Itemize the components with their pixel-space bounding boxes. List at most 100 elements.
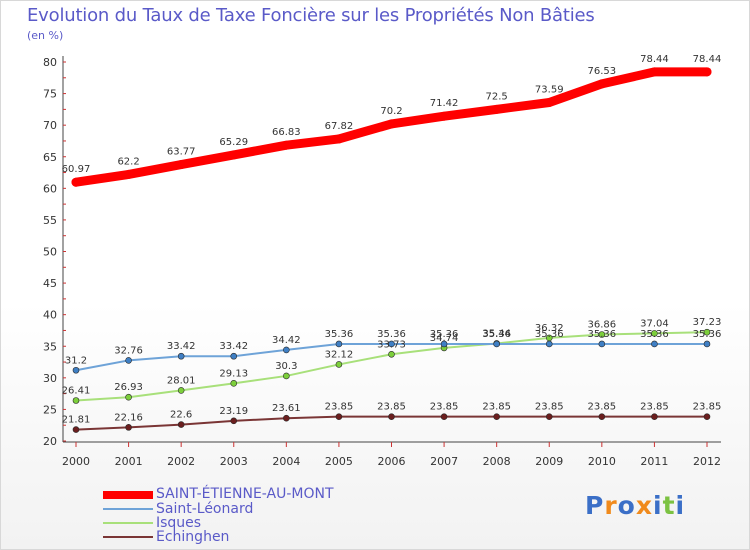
data-point (71, 177, 81, 187)
data-label: 23.85 (535, 402, 564, 413)
data-point (177, 421, 185, 428)
legend-swatch (103, 508, 153, 510)
data-point (124, 169, 134, 179)
logo-letter: x (635, 491, 653, 520)
data-point (597, 79, 607, 89)
chart-title: Evolution du Taux de Taxe Foncière sur l… (27, 5, 595, 26)
x-tick-label: 2012 (693, 455, 721, 468)
y-tick-label: 60 (43, 182, 57, 195)
data-label: 70.2 (380, 106, 402, 117)
data-point (72, 426, 80, 433)
data-label: 26.41 (62, 386, 91, 397)
x-tick-label: 2005 (325, 455, 353, 468)
data-label: 33.42 (167, 341, 196, 352)
data-point (598, 413, 606, 420)
proxiti-logo: Proxiti (585, 491, 685, 520)
data-label: 37.23 (693, 317, 722, 328)
data-point (651, 330, 658, 337)
data-point (545, 413, 553, 420)
data-point (283, 346, 290, 354)
data-label: 37.04 (640, 318, 669, 329)
data-label: 35.36 (693, 329, 722, 340)
legend-label: SAINT-ÉTIENNE-AU-MONT (156, 486, 334, 502)
data-label: 62.2 (117, 156, 139, 167)
data-label: 71.42 (430, 98, 459, 109)
data-label: 35.36 (377, 329, 406, 340)
logo-letter: i (675, 491, 686, 520)
data-point (492, 104, 502, 114)
data-point (176, 160, 186, 170)
data-point (387, 119, 396, 129)
data-label: 32.12 (325, 349, 354, 360)
data-point (651, 413, 658, 420)
data-label: 35.44 (482, 328, 511, 339)
data-point (651, 340, 658, 348)
data-label: 33.73 (377, 339, 406, 350)
x-tick-label: 2006 (378, 455, 406, 468)
y-tick-label: 25 (43, 403, 57, 416)
data-point (598, 331, 606, 338)
y-tick-label: 20 (43, 435, 57, 448)
data-label: 32.76 (114, 345, 143, 356)
y-axis-unit: (en %) (27, 29, 64, 42)
data-label: 23.85 (430, 402, 459, 413)
data-label: 35.36 (535, 329, 564, 340)
data-point (388, 350, 395, 358)
y-tick-label: 55 (43, 214, 57, 227)
y-tick-label: 80 (43, 56, 57, 69)
x-tick-label: 2010 (588, 455, 616, 468)
data-label: 23.85 (640, 402, 669, 413)
data-point (545, 340, 553, 348)
data-label: 67.82 (325, 121, 354, 132)
data-point (649, 67, 659, 77)
data-point (334, 134, 344, 144)
data-point (177, 387, 185, 394)
data-point (229, 150, 239, 160)
data-point (335, 413, 343, 420)
data-point (702, 67, 712, 77)
data-point (440, 340, 448, 348)
data-label: 65.29 (219, 137, 248, 148)
data-point (493, 340, 500, 348)
logo-letter: o (617, 491, 636, 520)
series-points (71, 67, 712, 433)
data-label: 34.74 (430, 333, 459, 344)
data-label: 33.42 (219, 341, 248, 352)
data-label: 22.16 (114, 412, 143, 423)
data-label: 73.59 (535, 84, 564, 95)
data-point (544, 97, 554, 107)
data-label: 78.44 (640, 54, 669, 65)
data-point (125, 393, 132, 401)
data-point (283, 372, 290, 380)
data-label: 34.42 (272, 335, 301, 346)
data-label: 35.36 (588, 329, 617, 340)
data-point (388, 340, 395, 348)
data-point (125, 357, 132, 364)
data-point (493, 413, 500, 420)
data-label: 78.44 (693, 54, 722, 65)
data-point (598, 340, 606, 348)
legend-label: Isques (156, 515, 202, 531)
data-point (72, 397, 80, 404)
x-tick-label: 2001 (115, 455, 143, 468)
data-label: 23.61 (272, 403, 301, 414)
data-point (230, 417, 238, 425)
data-label: 29.13 (219, 368, 248, 379)
data-label: 72.5 (486, 91, 508, 102)
data-point (177, 352, 185, 360)
data-label: 35.36 (430, 329, 459, 340)
data-label: 66.83 (272, 127, 301, 138)
data-label: 21.81 (62, 415, 91, 426)
data-label: 60.97 (62, 164, 91, 175)
data-label: 76.53 (588, 66, 617, 77)
data-label: 35.36 (482, 329, 511, 340)
data-point (230, 352, 238, 360)
data-label: 36.32 (535, 323, 564, 334)
data-labels: 21.81 22.16 22.6 23.19 23.61 23.85 23.85 23.85 2… (62, 54, 722, 426)
data-point (335, 340, 343, 348)
logo-letter: r (604, 491, 618, 520)
data-label: 28.01 (167, 375, 196, 386)
data-point (72, 366, 80, 374)
